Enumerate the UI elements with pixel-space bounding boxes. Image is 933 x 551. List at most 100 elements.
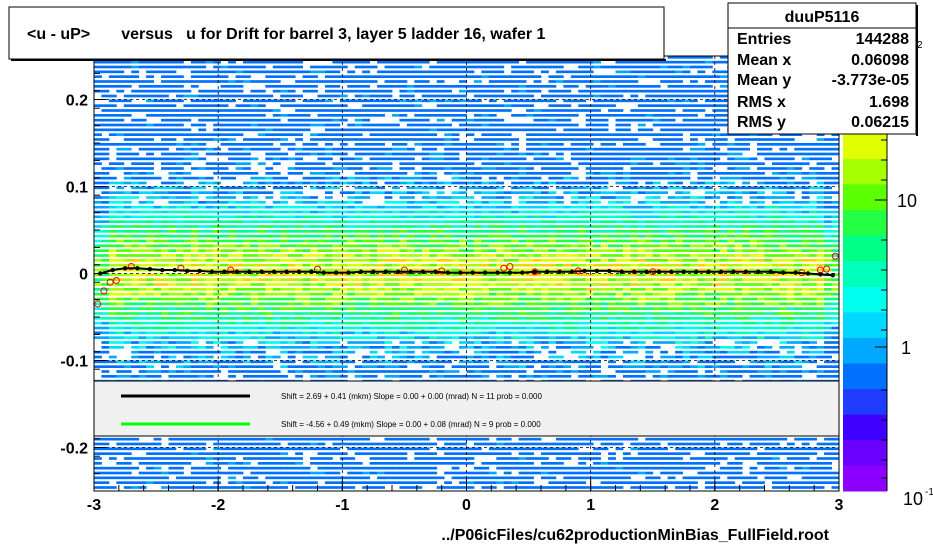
- heat-cell: [436, 220, 445, 223]
- heat-cell: [272, 162, 281, 165]
- heat-cell: [548, 321, 557, 325]
- heat-cell: [362, 278, 371, 281]
- heat-cell: [511, 317, 520, 320]
- heat-cell: [354, 336, 363, 339]
- heat-cell: [414, 462, 423, 465]
- heat-cell: [183, 143, 192, 146]
- heat-cell: [243, 346, 251, 349]
- heat-cell: [377, 205, 385, 209]
- heat-cell: [377, 254, 385, 257]
- heat-cell: [347, 249, 356, 252]
- heat-cell: [548, 326, 557, 330]
- heat-cell: [153, 230, 162, 233]
- heat-cell: [347, 317, 356, 320]
- heat-cell: [533, 109, 542, 112]
- heat-cell: [295, 481, 303, 484]
- heat-cell: [429, 94, 438, 98]
- heat-cell: [473, 307, 482, 310]
- heat-cell: [481, 259, 490, 262]
- heat-cell: [250, 147, 259, 151]
- heat-cell: [377, 370, 385, 373]
- heat-cell: [213, 249, 222, 252]
- heat-cell: [444, 239, 452, 243]
- heat-cell: [399, 350, 408, 354]
- heat-cell: [332, 297, 341, 301]
- heat-cell: [168, 181, 177, 185]
- heat-cell: [324, 186, 333, 190]
- heat-cell: [138, 321, 147, 325]
- heat-cell: [324, 109, 333, 112]
- heat-cell: [362, 234, 371, 238]
- heat-cell: [488, 147, 497, 151]
- heat-cell: [228, 123, 236, 127]
- heat-cell: [488, 476, 497, 480]
- heat-cell: [220, 239, 229, 243]
- heat-cell: [459, 147, 467, 151]
- heat-cell: [287, 360, 296, 364]
- heat-cell: [168, 220, 177, 223]
- heat-cell: [488, 442, 497, 446]
- heat-cell: [250, 128, 259, 132]
- heat-cell: [138, 239, 147, 243]
- heat-cell: [399, 442, 408, 446]
- heat-cell: [384, 244, 393, 248]
- heat-cell: [392, 321, 400, 325]
- heat-cell: [511, 350, 520, 354]
- heat-cell: [429, 109, 438, 112]
- heat-cell: [481, 462, 490, 465]
- heat-cell: [310, 104, 318, 107]
- heat-cell: [473, 481, 482, 484]
- heat-cell: [339, 239, 348, 243]
- heat-cell: [533, 80, 542, 83]
- heat-cell: [235, 452, 244, 455]
- heat-cell: [324, 157, 333, 161]
- heat-cell: [481, 442, 490, 446]
- heat-cell: [295, 249, 303, 252]
- heat-cell: [347, 273, 356, 277]
- heat-cell: [228, 191, 236, 194]
- heat-cell: [414, 312, 423, 315]
- heat-cell: [101, 273, 110, 277]
- heat-cell: [272, 312, 281, 315]
- heat-cell: [414, 283, 423, 286]
- heat-cell: [131, 292, 140, 296]
- heat-cell: [317, 205, 326, 209]
- heat-cell: [399, 109, 408, 112]
- heat-cell: [168, 239, 177, 243]
- heat-cell: [526, 331, 534, 335]
- heat-cell: [131, 239, 140, 243]
- heat-cell: [101, 172, 110, 175]
- heat-cell: [548, 191, 557, 194]
- heat-cell: [116, 283, 125, 286]
- heat-cell: [205, 355, 214, 359]
- heat-cell: [518, 234, 527, 238]
- heat-cell: [131, 80, 140, 83]
- heat-cell: [466, 215, 475, 219]
- heat-cell: [496, 244, 505, 248]
- heat-cell: [190, 254, 199, 257]
- heat-cell: [436, 152, 445, 156]
- heat-cell: [369, 123, 378, 127]
- heat-cell: [399, 230, 408, 233]
- heat-cell: [377, 220, 385, 223]
- heat-cell: [310, 118, 318, 122]
- heat-cell: [213, 128, 222, 132]
- heat-cell: [161, 355, 169, 359]
- heat-cell: [339, 481, 348, 484]
- heat-cell: [541, 128, 549, 132]
- heat-cell: [466, 152, 475, 156]
- heat-cell: [175, 109, 184, 112]
- heat-cell: [161, 350, 169, 354]
- heat-cell: [399, 210, 408, 214]
- heat-cell: [488, 263, 497, 267]
- heat-cell: [503, 331, 512, 335]
- heat-cell: [436, 254, 445, 257]
- heat-cell: [131, 176, 140, 180]
- heat-cell: [421, 471, 430, 475]
- heat-cell: [347, 60, 356, 64]
- heat-cell: [310, 205, 318, 209]
- heat-cell: [287, 341, 296, 344]
- heat-cell: [310, 259, 318, 262]
- heat-cell: [175, 278, 184, 281]
- heat-cell: [257, 297, 266, 301]
